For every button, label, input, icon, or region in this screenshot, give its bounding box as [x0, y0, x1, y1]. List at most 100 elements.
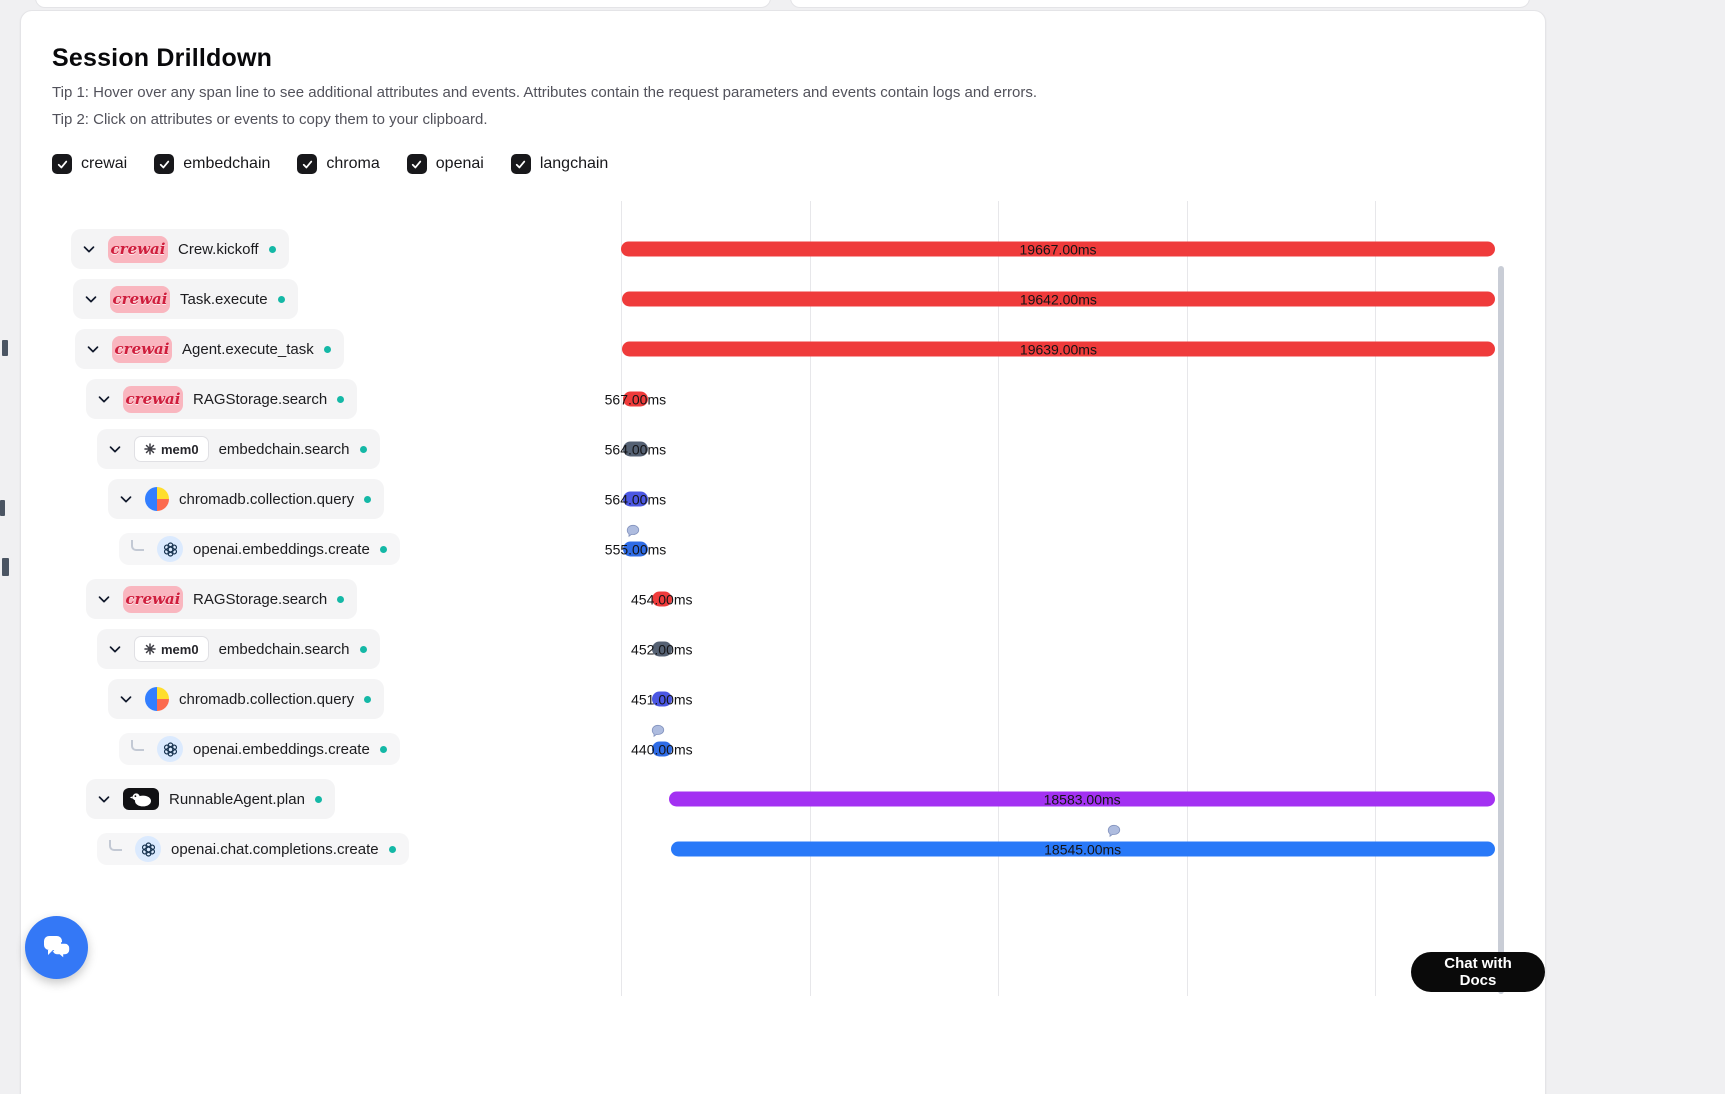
filter-embedchain[interactable]: embedchain — [154, 154, 270, 174]
chroma-logo — [145, 487, 169, 511]
span-label[interactable]: mem0 embedchain.search — [97, 429, 380, 469]
span-name: RAGStorage.search — [193, 590, 328, 608]
checkbox-icon[interactable] — [154, 154, 175, 174]
mem0-logo: mem0 — [134, 636, 209, 662]
tip-2: Tip 2: Click on attributes or events to … — [52, 111, 488, 128]
filter-crewai[interactable]: crewai — [52, 154, 127, 174]
session-drilldown-card: Session Drilldown Tip 1: Hover over any … — [20, 10, 1546, 1094]
trace-waterfall: crewai Crew.kickoff 19667.00ms crewai Task.e… — [21, 201, 1547, 996]
trace-row: chromadb.collection.query 451.00ms — [21, 674, 1547, 724]
chevron-down-icon[interactable] — [117, 690, 135, 708]
span-label[interactable]: openai.embeddings.create — [119, 733, 400, 765]
span-bar[interactable]: 451.00ms — [631, 691, 692, 707]
gutter-artifact — [2, 558, 9, 576]
tree-connector-icon — [131, 740, 144, 751]
check-icon — [57, 160, 67, 168]
status-dot — [277, 295, 285, 303]
chevron-down-icon[interactable] — [117, 490, 135, 508]
span-bar[interactable]: 440.00ms — [631, 741, 692, 757]
gutter-artifact — [0, 500, 5, 516]
event-marker-icon[interactable] — [625, 523, 641, 539]
span-label[interactable]: RunnableAgent.plan — [86, 779, 335, 819]
mem0-mark-icon — [144, 443, 156, 455]
chevron-down-icon[interactable] — [82, 290, 100, 308]
span-bar[interactable]: 19639.00ms — [622, 341, 1495, 357]
duration-label: 451.00ms — [631, 691, 693, 707]
tree-connector-icon — [109, 840, 122, 851]
span-name: RunnableAgent.plan — [169, 790, 305, 808]
span-bar[interactable]: 19667.00ms — [621, 241, 1496, 257]
checkbox-icon[interactable] — [510, 154, 531, 174]
trace-row: crewai Task.execute 19642.00ms — [21, 274, 1547, 324]
chroma-logo — [145, 687, 169, 711]
check-icon — [302, 160, 313, 168]
chevron-down-icon[interactable] — [80, 240, 98, 258]
span-name: Agent.execute_task — [182, 340, 314, 358]
status-dot — [337, 595, 345, 603]
chevron-down-icon[interactable] — [95, 390, 113, 408]
partial-card-top-right — [790, 0, 1530, 8]
duration-label: 452.00ms — [631, 641, 693, 657]
span-name: embedchain.search — [218, 640, 350, 658]
chat-with-docs-button[interactable]: Chat with Docs — [1411, 952, 1545, 992]
checkbox-icon[interactable] — [52, 154, 72, 174]
span-name: openai.embeddings.create — [193, 740, 370, 758]
partial-card-top-left — [35, 0, 771, 8]
crewai-logo: crewai — [108, 235, 168, 263]
span-label[interactable]: openai.embeddings.create — [119, 533, 400, 565]
check-icon — [516, 160, 526, 168]
span-name: embedchain.search — [218, 440, 350, 458]
span-label[interactable]: mem0 embedchain.search — [97, 629, 380, 669]
trace-row: crewai Crew.kickoff 19667.00ms — [21, 224, 1547, 274]
span-bar[interactable]: 564.00ms — [605, 491, 666, 507]
span-label[interactable]: crewai Task.execute — [73, 279, 298, 319]
openai-logo — [157, 536, 183, 562]
chevron-down-icon[interactable] — [95, 790, 113, 808]
mem0-logo: mem0 — [134, 436, 209, 462]
chevron-down-icon[interactable] — [106, 440, 124, 458]
span-bar[interactable]: 19642.00ms — [621, 291, 1495, 307]
chevron-down-icon[interactable] — [95, 590, 113, 608]
filter-label: chroma — [326, 155, 380, 172]
span-label[interactable]: crewai RAGStorage.search — [86, 379, 358, 419]
duration-label: 19667.00ms — [1019, 241, 1097, 257]
filter-openai[interactable]: openai — [406, 154, 484, 174]
span-bar[interactable]: 555.00ms — [605, 541, 666, 557]
span-bar[interactable]: 18545.00ms — [670, 841, 1495, 857]
span-label[interactable]: crewai Agent.execute_task — [75, 329, 344, 369]
filter-label: embedchain — [183, 155, 271, 172]
trace-row: openai.embeddings.create 440.00ms — [21, 724, 1547, 774]
trace-scrollbar[interactable] — [1498, 266, 1504, 994]
event-marker-icon[interactable] — [650, 723, 666, 739]
filter-langchain[interactable]: langchain — [510, 154, 608, 174]
span-label[interactable]: chromadb.collection.query — [108, 679, 385, 719]
crewai-logo: crewai — [112, 335, 172, 363]
langchain-logo — [123, 788, 159, 810]
span-bar[interactable]: 564.00ms — [605, 441, 666, 457]
checkbox-icon[interactable] — [297, 154, 318, 174]
span-label[interactable]: crewai Crew.kickoff — [71, 229, 289, 269]
filter-label: openai — [435, 155, 484, 172]
chat-widget-button[interactable] — [25, 916, 88, 979]
span-bar[interactable]: 454.00ms — [631, 591, 692, 607]
chevron-down-icon[interactable] — [84, 340, 102, 358]
checkbox-icon[interactable] — [406, 154, 427, 174]
status-dot — [359, 445, 367, 453]
span-bar[interactable]: 452.00ms — [631, 641, 692, 657]
span-bar[interactable]: 567.00ms — [605, 391, 666, 407]
openai-logo — [157, 736, 183, 762]
event-marker-icon[interactable] — [1106, 823, 1122, 839]
trace-row: RunnableAgent.plan 18583.00ms — [21, 774, 1547, 824]
trace-row: crewai Agent.execute_task 19639.00ms — [21, 324, 1547, 374]
span-name: RAGStorage.search — [193, 390, 328, 408]
span-bar[interactable]: 18583.00ms — [669, 791, 1496, 807]
span-label[interactable]: crewai RAGStorage.search — [86, 579, 358, 619]
tip-1: Tip 1: Hover over any span line to see a… — [52, 84, 1038, 101]
span-label[interactable]: chromadb.collection.query — [108, 479, 385, 519]
status-dot — [379, 545, 387, 553]
trace-row: chromadb.collection.query 564.00ms — [21, 474, 1547, 524]
span-label[interactable]: openai.chat.completions.create — [97, 833, 409, 865]
timeline-gridline — [1186, 201, 1188, 996]
chevron-down-icon[interactable] — [106, 640, 124, 658]
filter-chroma[interactable]: chroma — [297, 154, 380, 174]
